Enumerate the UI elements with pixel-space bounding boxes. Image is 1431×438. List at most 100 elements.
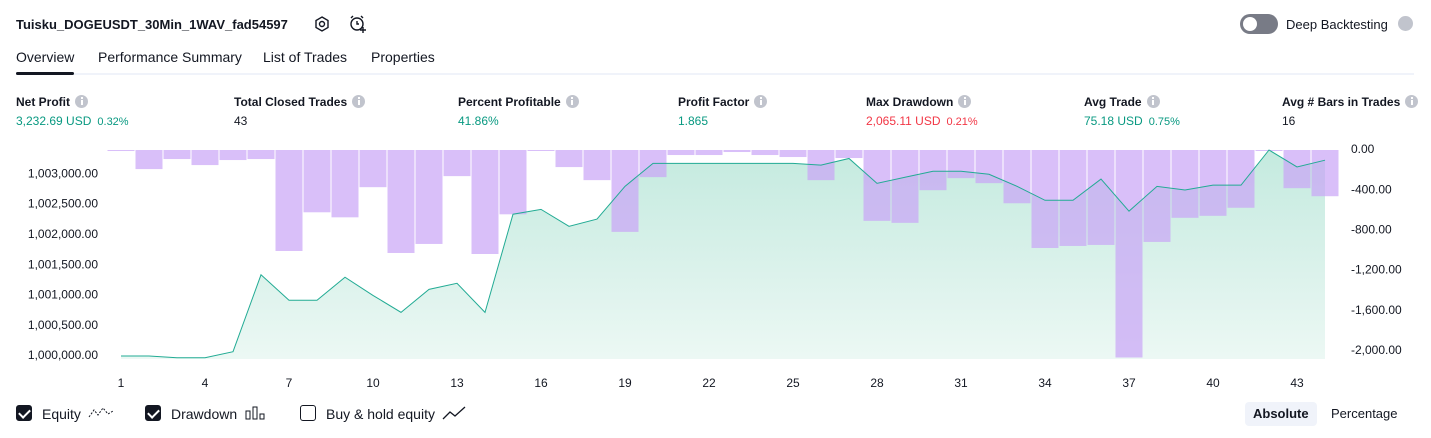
stat-label: Profit Factor (678, 95, 750, 109)
tab[interactable]: Overview (16, 49, 75, 65)
legend-label[interactable]: Equity (42, 406, 81, 422)
legend-icon (442, 405, 466, 424)
settings-icon[interactable] (313, 15, 331, 33)
y-tick-label: 1,002,000.00 (28, 227, 98, 241)
stat-label-row: Avg Trade (1084, 94, 1160, 109)
y2-tick-label: 0.00 (1351, 142, 1375, 156)
legend-icon (244, 405, 266, 424)
drawdown-bar (863, 150, 891, 221)
x-tick-label: 16 (534, 376, 548, 390)
drawdown-bar (275, 150, 303, 251)
drawdown-bar (163, 150, 191, 160)
drawdown-bar (1171, 150, 1199, 218)
stat-label-row: Percent Profitable (458, 94, 579, 109)
y2-tick-label: -2,000.00 (1351, 343, 1402, 357)
stat-label: Net Profit (16, 95, 70, 109)
drawdown-bar (611, 150, 639, 232)
stat-value: 1.865 (678, 114, 709, 128)
info-icon[interactable] (754, 95, 768, 108)
strategy-title: Tuisku_DOGEUSDT_30Min_1WAV_fad54597 (16, 17, 288, 32)
tab[interactable]: Properties (371, 49, 435, 65)
info-icon[interactable] (1146, 95, 1160, 108)
drawdown-bar (247, 150, 275, 160)
toggle-knob (1243, 17, 1257, 31)
legend-icon-graphic (88, 407, 114, 418)
stat-label-row: Net Profit (16, 94, 88, 109)
x-tick-label: 25 (786, 376, 800, 390)
stat-percent: 0.21% (946, 116, 978, 128)
info-icon[interactable] (565, 95, 579, 108)
stat-label: Avg Trade (1084, 95, 1142, 109)
stat-value-row: 41.86% (458, 113, 499, 128)
legend-checkbox[interactable] (145, 405, 161, 421)
drawdown-bar (1087, 150, 1115, 245)
drawdown-bar (527, 150, 555, 151)
drawdown-bar (1227, 150, 1255, 208)
info-icon[interactable] (1405, 95, 1419, 108)
y-tick-label: 1,003,000.00 (28, 166, 98, 180)
stat-label-row: Total Closed Trades (234, 94, 366, 109)
y2-tick-label: -1,200.00 (1351, 263, 1402, 277)
drawdown-bar (1115, 150, 1143, 358)
legend-label[interactable]: Drawdown (171, 406, 238, 422)
drawdown-bar (779, 150, 807, 158)
help-icon[interactable] (1398, 16, 1413, 31)
y-tick-label: 1,000,000.00 (28, 348, 98, 362)
info-icon[interactable] (75, 95, 88, 108)
info-icon[interactable] (352, 95, 366, 108)
drawdown-bar (891, 150, 919, 223)
drawdown-bar (499, 150, 527, 215)
scale-button[interactable]: Absolute (1245, 402, 1317, 426)
drawdown-bar (835, 150, 863, 159)
x-tick-label: 31 (954, 376, 968, 390)
legend-checkbox[interactable] (16, 405, 32, 421)
legend-checkbox[interactable] (300, 405, 316, 421)
drawdown-bar (1059, 150, 1087, 246)
x-tick-label: 4 (202, 376, 209, 390)
y-tick-label: 1,001,000.00 (28, 288, 98, 302)
legend-icon (88, 405, 114, 424)
x-tick-label: 28 (870, 376, 884, 390)
drawdown-bar (471, 150, 499, 254)
drawdown-bar (667, 150, 695, 156)
x-tick-label: 34 (1038, 376, 1052, 390)
legend-label[interactable]: Buy & hold equity (326, 406, 435, 422)
alert-icon[interactable] (348, 14, 368, 34)
stat-percent: 0.32% (97, 116, 129, 128)
stat-label-row: Avg # Bars in Trades (1282, 94, 1419, 109)
drawdown-bar (331, 150, 359, 218)
stat-label: Total Closed Trades (234, 95, 348, 109)
x-tick-label: 22 (702, 376, 716, 390)
stat-value-row: 75.18 USD 0.75% (1084, 113, 1180, 128)
drawdown-bar (1143, 150, 1171, 242)
drawdown-bar (359, 150, 387, 188)
stat-value-row: 2,065.11 USD 0.21% (866, 113, 978, 128)
info-icon[interactable] (958, 95, 972, 108)
x-tick-label: 1 (118, 376, 125, 390)
drawdown-bar (1031, 150, 1059, 248)
stat-value: 2,065.11 USD (866, 114, 941, 128)
x-tick-label: 37 (1122, 376, 1136, 390)
drawdown-bar (219, 150, 247, 161)
drawdown-bar (303, 150, 331, 213)
drawdown-bar (415, 150, 443, 244)
y-tick-label: 1,002,500.00 (28, 197, 98, 211)
drawdown-bar (555, 150, 583, 168)
y2-tick-label: -400.00 (1351, 182, 1392, 196)
x-tick-label: 43 (1290, 376, 1304, 390)
stat-label: Max Drawdown (866, 95, 954, 109)
tab[interactable]: Performance Summary (98, 49, 242, 65)
y-tick-label: 1,000,500.00 (28, 318, 98, 332)
stat-label: Percent Profitable (458, 95, 561, 109)
drawdown-bar (191, 150, 219, 166)
stat-value-row: 16 (1282, 113, 1295, 128)
y2-tick-label: -1,600.00 (1351, 303, 1402, 317)
x-tick-label: 19 (618, 376, 632, 390)
tab[interactable]: List of Trades (263, 49, 348, 65)
stat-label-row: Max Drawdown (866, 94, 972, 109)
scale-button[interactable]: Percentage (1331, 406, 1398, 421)
stat-value: 75.18 USD (1084, 114, 1143, 128)
deep-backtesting-toggle[interactable] (1240, 14, 1278, 34)
equity-chart: 1,000,000.00 1,000,500.00 1,001,000.00 1,00… (28, 142, 1402, 390)
